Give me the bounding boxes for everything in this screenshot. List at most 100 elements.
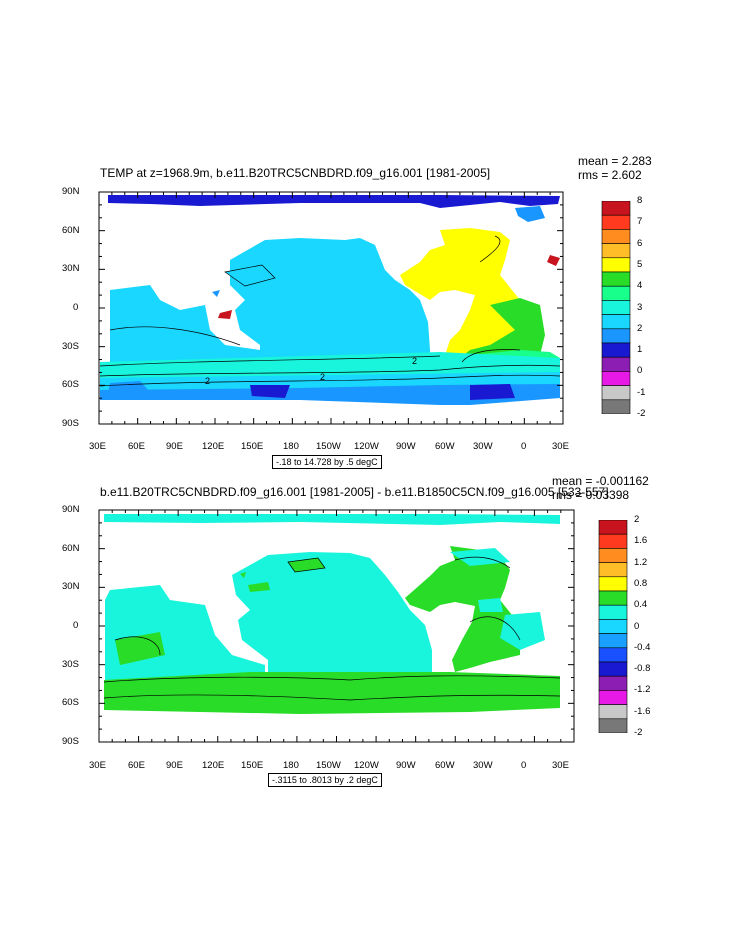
panel2-colorbar-swatch xyxy=(598,520,628,535)
panel1-colorbar-label: 5 xyxy=(637,258,643,270)
p1-ytick-90n: 90N xyxy=(62,186,80,197)
panel1-colorbar-label: 4 xyxy=(637,280,643,292)
panel1-colorbar-label: -2 xyxy=(637,408,646,419)
p1-ytick-0: 0 xyxy=(73,302,79,313)
panel2-colorbar-label: 0.8 xyxy=(634,577,648,589)
p1-xtick-60w: 60W xyxy=(435,441,455,452)
panel2-colorbar-swatch xyxy=(598,633,628,649)
panel2-colorbar-swatch xyxy=(598,533,628,549)
panel2-colorbar-label: -2 xyxy=(634,727,643,738)
panel1-colorbar-label: 7 xyxy=(637,216,643,228)
p1-xtick-30e-end: 30E xyxy=(552,441,569,452)
panel1-contour-lines xyxy=(99,235,561,387)
panel2-contour-lines xyxy=(103,556,561,701)
panel1-colorbar-swatch xyxy=(601,399,631,414)
panel1-colorbar-labels: 8 7 6 5 4 3 2 1 0 -1 -2 xyxy=(637,195,667,419)
panel2-colorbar-swatch xyxy=(598,661,628,677)
p2-xtick-0: 0 xyxy=(521,760,527,771)
p2-ytick-90s: 90S xyxy=(62,736,79,747)
p1-ytick-30n: 30N xyxy=(62,263,80,274)
panel1-contour-info: -.18 to 14.728 by .5 degC xyxy=(272,455,382,469)
p1-xtick-150e: 150E xyxy=(241,441,264,452)
panel1-colorbar-label: 3 xyxy=(637,301,643,313)
panel2-colorbar-swatch xyxy=(598,704,628,720)
p2-xtick-120e: 120E xyxy=(202,760,225,771)
p1-ytick-90s: 90S xyxy=(62,418,79,429)
panel2-contour-info: -.3115 to .8013 by .2 degC xyxy=(268,773,382,787)
p2-ytick-30s: 30S xyxy=(62,659,79,670)
panel1-mean: mean = 2.283 xyxy=(578,154,652,168)
panel1-colorbar-label: 1 xyxy=(637,344,643,356)
panel2-colorbar-swatch xyxy=(598,562,628,578)
p2-xtick-150e: 150E xyxy=(241,760,264,771)
p2-ytick-30n: 30N xyxy=(62,581,80,592)
panel2-colorbar-swatch xyxy=(598,718,628,733)
panel2-colorbar-label: -1.6 xyxy=(634,705,651,717)
p1-xtick-30w: 30W xyxy=(473,441,493,452)
p2-ytick-60n: 60N xyxy=(62,543,80,554)
panel2-colorbar-label: -0.8 xyxy=(634,663,651,675)
panel2-colorbar-label: 1.6 xyxy=(634,535,648,547)
panel1-colorbar-label: 6 xyxy=(637,237,643,249)
p2-xtick-90w: 90W xyxy=(396,760,416,771)
p2-xtick-60w: 60W xyxy=(435,760,455,771)
p1-xtick-30e: 30E xyxy=(89,441,106,452)
panel2-mean: mean = -0.001162 xyxy=(552,474,649,488)
p2-xtick-120w: 120W xyxy=(354,760,379,771)
p2-xtick-30w: 30W xyxy=(473,760,493,771)
p1-ytick-30s: 30S xyxy=(62,341,79,352)
p1-ytick-60n: 60N xyxy=(62,225,80,236)
p1-xtick-120e: 120E xyxy=(202,441,225,452)
p2-xtick-180: 180 xyxy=(283,760,299,771)
panel2-colorbar-swatch xyxy=(598,647,628,663)
p1-xtick-150w: 150W xyxy=(316,441,341,452)
p1-xtick-0: 0 xyxy=(521,441,527,452)
panel2-ticks xyxy=(98,509,575,743)
panel1-colorbar-label: 0 xyxy=(637,365,643,377)
p2-xtick-150w: 150W xyxy=(316,760,341,771)
panel1-title: TEMP at z=1968.9m, b.e11.B20TRC5CNBDRD.f… xyxy=(100,166,491,180)
p2-ytick-90n: 90N xyxy=(62,504,80,515)
panel2-colorbar-swatch xyxy=(598,604,628,620)
panel1-contour-label-2: 2 xyxy=(320,372,325,382)
p1-xtick-60e: 60E xyxy=(128,441,145,452)
p2-ytick-60s: 60S xyxy=(62,697,79,708)
panel1-contour-label-3: 2 xyxy=(205,376,210,386)
p2-xtick-60e: 60E xyxy=(128,760,145,771)
panel1-colorbar-label: -1 xyxy=(637,386,646,398)
panel2-colorbar-label: 1.2 xyxy=(634,556,648,568)
panel1-ticks xyxy=(98,191,564,425)
panel2-colorbar-label: -1.2 xyxy=(634,684,651,696)
panel1-rms: rms = 2.602 xyxy=(578,168,642,182)
panel2-colorbar xyxy=(598,520,628,733)
panel2-colorbar-label: -0.4 xyxy=(634,641,651,653)
panel2-colorbar-swatch xyxy=(598,548,628,563)
panel2-colorbar-swatch xyxy=(598,675,628,691)
panel2-colorbar-label: 2 xyxy=(634,514,640,525)
panel1-colorbar xyxy=(601,201,631,414)
panel1-ocean-fill xyxy=(100,195,560,405)
p2-xtick-30e-end: 30E xyxy=(552,760,569,771)
p1-xtick-90w: 90W xyxy=(396,441,416,452)
panel2-colorbar-swatch xyxy=(598,576,628,592)
panel2-title: b.e11.B20TRC5CNBDRD.f09_g16.001 [1981-20… xyxy=(100,485,609,499)
panel2-colorbar-swatch xyxy=(598,690,628,705)
panel2-rms: rms = 0.03398 xyxy=(552,488,630,502)
panel1-colorbar-label: 2 xyxy=(637,322,643,334)
p2-xtick-90e: 90E xyxy=(166,760,183,771)
panel1-colorbar-label: 8 xyxy=(637,195,643,206)
panel2-colorbar-swatch xyxy=(598,619,628,634)
panel2-colorbar-swatch xyxy=(598,590,628,606)
panel2-colorbar-labels: 2 1.6 1.2 0.8 0.4 0 -0.4 -0.8 -1.2 -1.6 -2 xyxy=(634,514,674,738)
p2-ytick-0: 0 xyxy=(73,620,79,631)
p1-xtick-90e: 90E xyxy=(166,441,183,452)
p1-xtick-180: 180 xyxy=(283,441,299,452)
panel2-colorbar-label: 0.4 xyxy=(634,599,648,611)
panel2-colorbar-label: 0 xyxy=(634,620,640,632)
p1-ytick-60s: 60S xyxy=(62,379,79,390)
panel1-contour-label-1: 2 xyxy=(412,356,417,366)
p2-xtick-30e: 30E xyxy=(89,760,106,771)
p1-xtick-120w: 120W xyxy=(354,441,379,452)
